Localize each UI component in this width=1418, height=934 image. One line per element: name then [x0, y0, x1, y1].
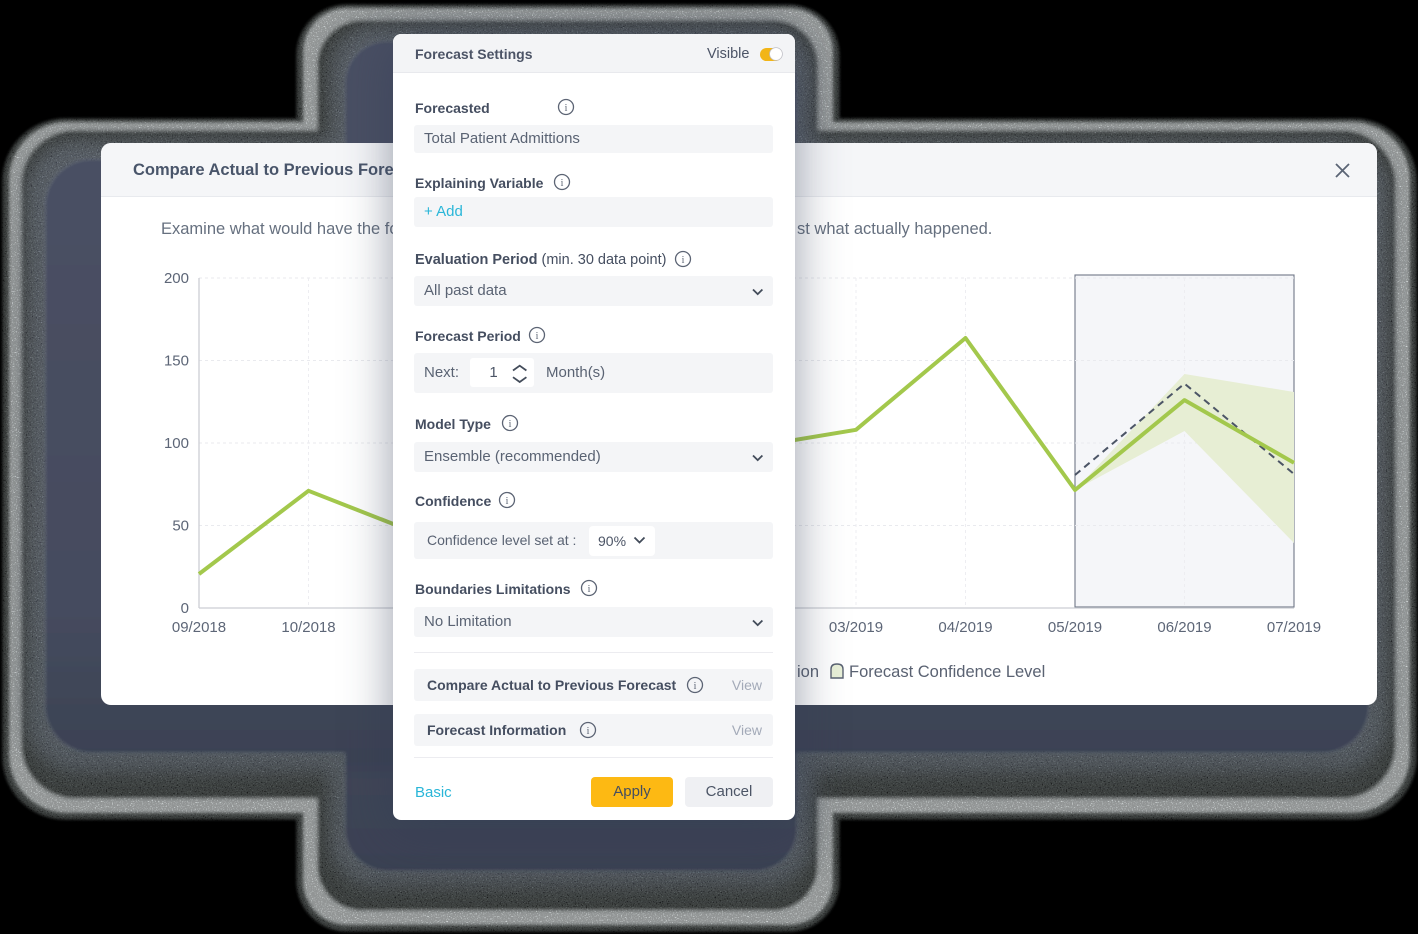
svg-text:50: 50: [172, 518, 189, 535]
svg-text:06/2019: 06/2019: [1157, 619, 1211, 636]
svg-text:i: i: [588, 584, 591, 595]
svg-text:04/2019: 04/2019: [938, 619, 992, 636]
svg-text:i: i: [565, 103, 568, 114]
svg-text:i: i: [506, 496, 509, 507]
svg-text:05/2019: 05/2019: [1048, 619, 1102, 636]
svg-text:i: i: [509, 419, 512, 430]
svg-text:Forecast Confidence Level: Forecast Confidence Level: [849, 663, 1045, 681]
svg-text:i: i: [694, 681, 697, 692]
svg-text:i: i: [587, 726, 590, 737]
svg-text:200: 200: [164, 270, 189, 287]
svg-text:i: i: [682, 255, 685, 266]
svg-text:10/2018: 10/2018: [281, 619, 335, 636]
svg-text:i: i: [561, 178, 564, 189]
svg-text:150: 150: [164, 353, 189, 370]
svg-text:0: 0: [181, 600, 189, 617]
svg-text:07/2019: 07/2019: [1267, 619, 1321, 636]
svg-text:ion: ion: [797, 663, 819, 681]
svg-text:i: i: [536, 331, 539, 342]
svg-text:100: 100: [164, 435, 189, 452]
svg-text:09/2018: 09/2018: [172, 619, 226, 636]
svg-text:03/2019: 03/2019: [829, 619, 883, 636]
